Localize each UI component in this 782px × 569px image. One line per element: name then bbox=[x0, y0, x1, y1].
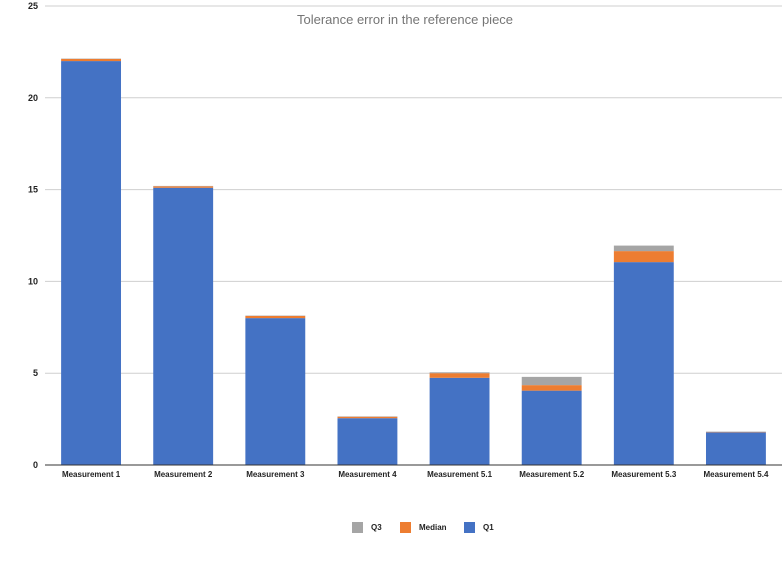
legend-label: Q1 bbox=[483, 523, 494, 532]
bar-segment-q1 bbox=[613, 262, 674, 465]
x-tick-label: Measurement 5.4 bbox=[703, 470, 768, 479]
x-tick-label: Measurement 1 bbox=[62, 470, 121, 479]
x-tick-label: Measurement 5.1 bbox=[427, 470, 492, 479]
bar-segment-q1 bbox=[337, 418, 398, 465]
y-tick-label: 10 bbox=[28, 276, 38, 286]
legend-swatch bbox=[400, 522, 411, 533]
legend-label: Q3 bbox=[371, 523, 382, 532]
x-tick-label: Measurement 4 bbox=[338, 470, 397, 479]
bar-segment-q1 bbox=[429, 377, 490, 465]
y-tick-label: 5 bbox=[33, 368, 38, 378]
bar-segment-median bbox=[521, 385, 582, 391]
y-tick-label: 20 bbox=[28, 93, 38, 103]
chart-title: Tolerance error in the reference piece bbox=[297, 12, 513, 27]
x-tick-label: Measurement 2 bbox=[154, 470, 213, 479]
y-tick-label: 15 bbox=[28, 185, 38, 195]
bar-segment-q3 bbox=[613, 245, 674, 252]
legend-swatch bbox=[352, 522, 363, 533]
x-tick-label: Measurement 5.2 bbox=[519, 470, 584, 479]
bar-segment-q1 bbox=[245, 318, 306, 465]
legend-label: Median bbox=[419, 523, 447, 532]
bars bbox=[61, 58, 766, 466]
x-tick-label: Measurement 3 bbox=[246, 470, 305, 479]
bar-segment-median bbox=[613, 251, 674, 263]
axes: 0 5 10 15 20 25 Measurement 1 Measurement 2 Meas… bbox=[28, 1, 782, 479]
bar-segment-median bbox=[337, 416, 398, 419]
bar-segment-q3 bbox=[429, 372, 490, 374]
legend-swatch bbox=[464, 522, 475, 533]
bar-segment-median bbox=[153, 186, 214, 188]
bar-segment-q3 bbox=[521, 376, 582, 386]
bar-segment-q1 bbox=[153, 187, 214, 465]
bar-segment-q1 bbox=[61, 61, 122, 466]
y-tick-label: 25 bbox=[28, 1, 38, 11]
bar-segment-q1 bbox=[705, 432, 766, 465]
bar-segment-median bbox=[61, 58, 122, 62]
x-tick-label: Measurement 5.3 bbox=[611, 470, 676, 479]
bar-segment-median bbox=[245, 315, 306, 319]
legend: Q3 Median Q1 bbox=[352, 522, 494, 533]
y-tick-label: 0 bbox=[33, 460, 38, 470]
bar-segment-median bbox=[429, 373, 490, 378]
bar-segment-q1 bbox=[521, 390, 582, 465]
